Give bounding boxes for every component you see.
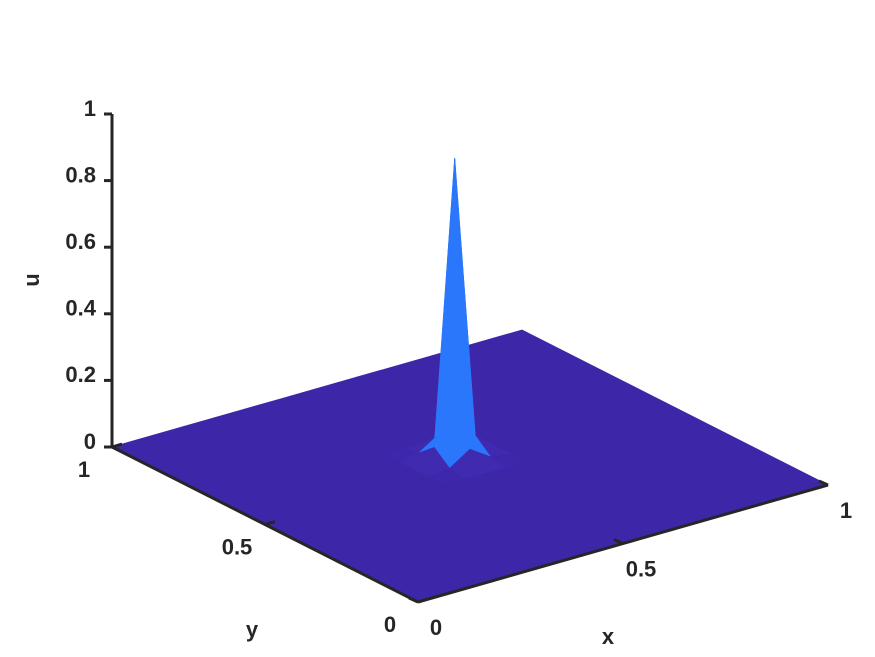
y-tick [264,520,276,526]
x-tick [818,479,829,487]
z-axis-label: u [19,273,44,286]
z-tick-label: 0.4 [65,296,96,321]
x-tick [613,538,624,545]
z-tick-label: 0.2 [65,362,96,387]
y-tick [417,597,429,604]
surface [111,158,829,603]
y-tick-label: 0.5 [222,534,253,559]
y-tick-label: 1 [78,457,90,482]
z-tick-label: 0.8 [65,162,96,187]
z-tick-label: 0 [84,429,96,454]
x-tick [408,596,419,604]
y-axis-label: y [246,617,259,642]
z-tick-label: 1 [84,96,96,121]
x-tick-label: 1 [840,498,852,523]
x-axis-label: x [602,624,615,649]
y-tick [111,442,123,449]
axes: 0 0.5 1 0 0.5 1 0 0.2 0.4 0.6 0.8 1 [65,96,852,640]
y-tick-label: 0 [384,612,396,637]
x-tick-label: 0.5 [626,556,657,581]
z-tick-label: 0.6 [65,229,96,254]
x-tick-label: 0 [430,615,442,640]
